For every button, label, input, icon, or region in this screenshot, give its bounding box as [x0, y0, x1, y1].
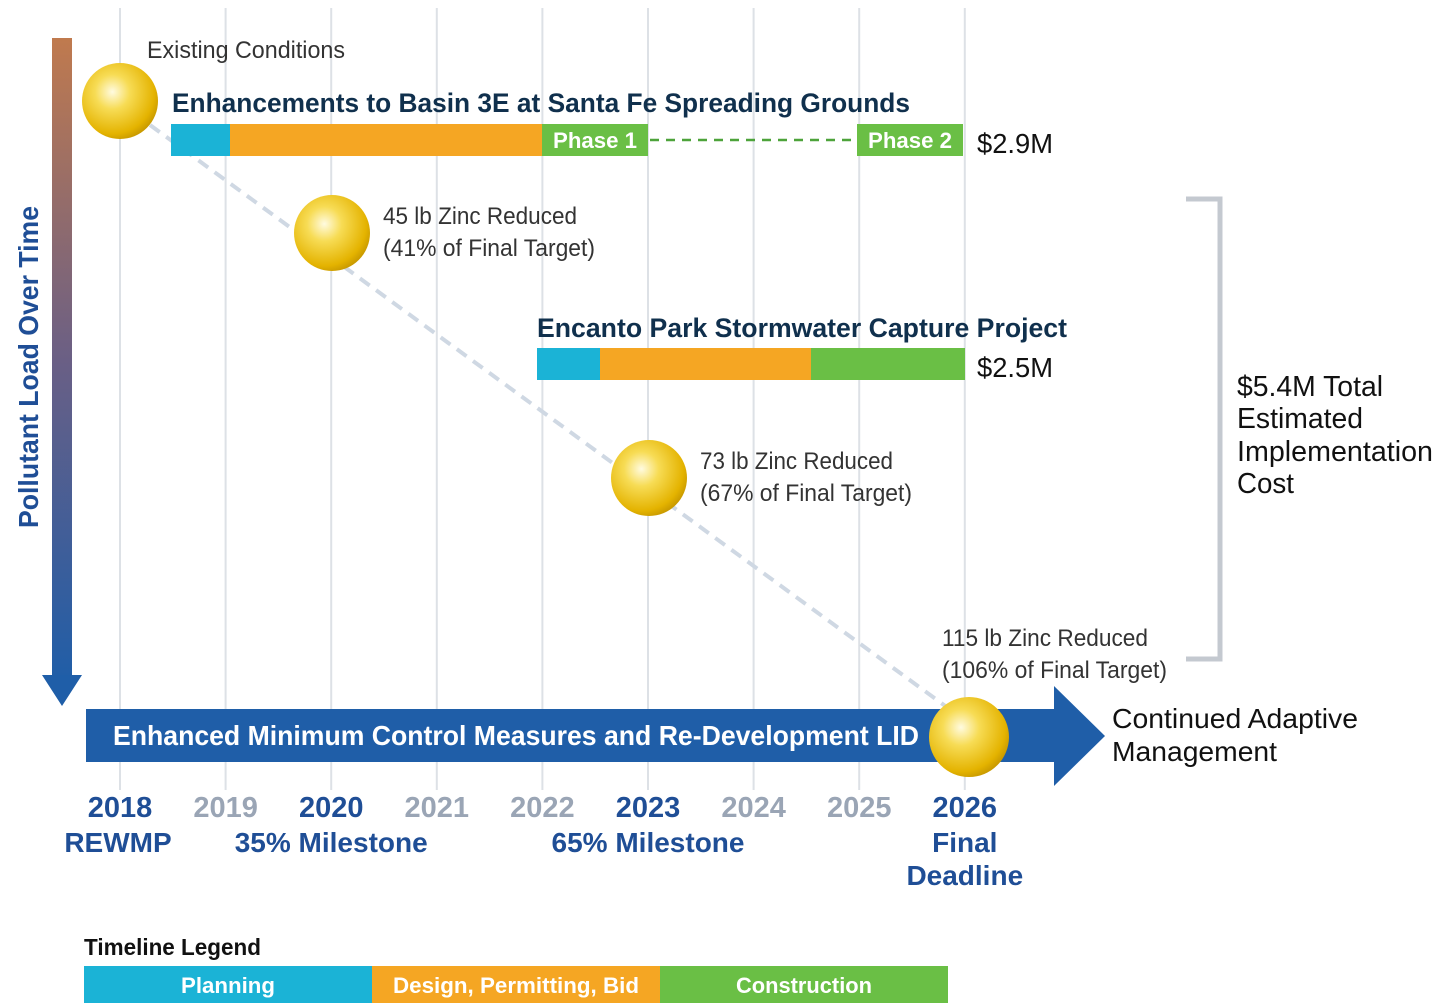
year: 2024 — [721, 792, 786, 824]
year: 2022 — [510, 792, 575, 824]
legend-item: Design, Permitting, Bid — [393, 973, 639, 998]
milestone-reduced: 73 lb Zinc Reduced — [700, 448, 893, 475]
construction-bar — [857, 124, 963, 156]
year: 2023 — [616, 792, 681, 824]
total-line: Cost — [1237, 468, 1294, 500]
phase-label: Phase 2 — [868, 128, 952, 153]
continued-line: Continued Adaptive — [1112, 703, 1358, 734]
milestone-target: (41% of Final Target) — [383, 235, 595, 262]
legend-swatch — [84, 966, 372, 1003]
total-line: $5.4M Total — [1237, 371, 1383, 403]
design-bar — [230, 124, 542, 156]
total-cost: $5.4M Total Estimated Implementation Cos… — [1237, 371, 1440, 500]
legend-swatch — [660, 966, 948, 1003]
milestone-reduced: 45 lb Zinc Reduced — [383, 203, 577, 230]
year: 2020 — [299, 792, 364, 824]
baseline-label: Enhanced Minimum Control Measures and Re… — [113, 720, 919, 751]
existing-conditions: Existing Conditions — [147, 37, 345, 64]
total-line: Estimated — [1237, 403, 1363, 435]
planning-bar — [171, 124, 230, 156]
legend-item: Construction — [736, 973, 872, 998]
year: 2025 — [827, 792, 892, 824]
project-cost: $2.5M — [977, 352, 1053, 383]
year: 2021 — [405, 792, 470, 824]
sphere — [82, 63, 158, 139]
total-line: Implementation — [1237, 436, 1433, 468]
year-label: 65% Milestone — [552, 827, 745, 858]
year: 2026 — [933, 792, 998, 824]
project-cost: $2.9M — [977, 128, 1053, 159]
year-label: REWMP — [64, 827, 171, 858]
design-bar — [600, 348, 811, 380]
trend-line — [148, 123, 950, 710]
milestone-target: (106% of Final Target) — [942, 657, 1167, 684]
sphere — [929, 697, 1009, 777]
baseline-arrowhead — [1054, 686, 1105, 786]
milestone-target: (67% of Final Target) — [700, 480, 912, 507]
load-arrow — [52, 38, 72, 683]
continued-label: Continued Adaptive Management — [1112, 703, 1366, 767]
legend-title: Timeline Legend — [84, 934, 261, 960]
year: 2018 — [88, 792, 153, 824]
sphere — [294, 195, 370, 271]
load-arrowhead — [42, 675, 82, 706]
year: 2019 — [193, 792, 258, 824]
bracket — [1186, 196, 1223, 662]
year-label: 35% Milestone — [235, 827, 428, 858]
continued-line: Management — [1112, 736, 1277, 767]
project-title: Enhancements to Basin 3E at Santa Fe Spr… — [172, 88, 910, 118]
milestone-reduced: 115 lb Zinc Reduced — [942, 625, 1148, 652]
phase-label: Phase 1 — [553, 128, 637, 153]
legend-item: Planning — [181, 973, 275, 998]
year-label: Final — [932, 827, 997, 858]
construction-bar — [811, 348, 965, 380]
axis-label: Pollutant Load Over Time — [13, 206, 44, 528]
construction-bar — [542, 124, 648, 156]
baseline-arrow — [86, 709, 1058, 762]
sphere — [611, 440, 687, 516]
planning-bar — [537, 348, 600, 380]
project-title: Encanto Park Stormwater Capture Project — [537, 313, 1067, 343]
legend-swatch — [372, 966, 660, 1003]
year-label: Deadline — [906, 860, 1023, 891]
